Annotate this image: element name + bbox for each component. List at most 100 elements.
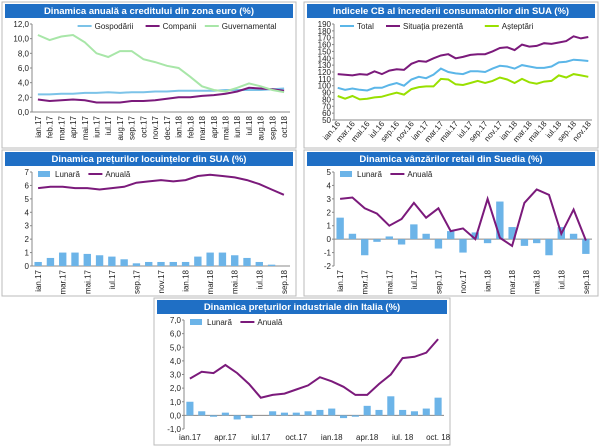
bar	[245, 415, 253, 419]
x-tick-label: mar.18	[206, 269, 215, 294]
y-tick-label: 4	[327, 181, 332, 190]
y-tick-label: 0,0	[170, 411, 182, 420]
x-tick-label: oct.17	[285, 433, 307, 442]
x-tick-label: nov.17	[151, 115, 160, 139]
legend-label: Situația prezentă	[403, 22, 464, 31]
bar	[59, 252, 67, 266]
x-tick-label: apr.17	[214, 433, 237, 442]
bar	[145, 261, 153, 266]
bar	[95, 255, 104, 266]
y-tick-label: 4,0	[18, 79, 30, 88]
y-tick-label: 60	[322, 109, 331, 118]
x-tick-label: sep.17	[434, 269, 443, 294]
y-tick-label: 10,0	[13, 35, 29, 44]
x-tick-label: mai.17	[83, 269, 92, 294]
x-tick-label: mar.17	[57, 115, 66, 140]
y-tick-label: 0	[25, 262, 30, 271]
x-tick-label: apr.18	[210, 115, 219, 138]
bar	[422, 233, 430, 240]
x-tick-label: nov.17	[459, 269, 468, 293]
y-tick-label: -1,0	[167, 425, 181, 434]
bar	[243, 257, 251, 266]
bar	[385, 236, 393, 240]
x-tick-label: feb.17	[46, 115, 55, 138]
x-tick-label: mai.17	[81, 115, 90, 140]
y-tick-label: 2	[327, 208, 332, 217]
y-tick-label: 50	[322, 116, 331, 125]
y-tick-label: 190	[318, 20, 332, 29]
panel-frame	[303, 149, 599, 297]
y-tick-label: 5	[327, 168, 332, 177]
y-tick-label: 3	[327, 195, 332, 204]
y-tick-label: 0,0	[18, 108, 30, 117]
panel-frame	[1, 149, 297, 297]
title-bar	[307, 152, 595, 166]
title-bar	[5, 152, 293, 166]
bar	[83, 253, 91, 266]
x-tick-label: mar.18	[198, 115, 207, 140]
x-tick-label: mai.18	[222, 115, 231, 140]
x-tick-label: iul.17	[410, 269, 419, 289]
y-tick-label: 7,0	[170, 316, 182, 325]
bar	[157, 261, 165, 266]
bar	[292, 412, 300, 416]
bar	[255, 261, 263, 266]
x-tick-label: feb.18	[186, 115, 195, 138]
line	[337, 35, 589, 77]
legend-swatch	[190, 319, 202, 325]
legend-label: Anuală	[257, 318, 282, 327]
chart-title: Dinamica anuală a creditului din zona eu…	[44, 6, 254, 17]
y-tick-label: 5,0	[170, 343, 182, 352]
y-tick-label: 0	[327, 235, 332, 244]
x-tick-label: oct. 18	[426, 433, 451, 442]
x-tick-label: ian.17	[179, 433, 201, 442]
x-tick-label: ian.18	[175, 115, 184, 137]
x-tick-label: ian.17	[34, 269, 43, 291]
x-tick-label: mai.18	[231, 269, 240, 294]
chart-panel: Dinamica anuală a creditului din zona eu…	[1, 1, 297, 149]
bar	[363, 405, 371, 416]
y-tick-label: 3,0	[170, 371, 182, 380]
legend-label: Total	[357, 22, 374, 31]
chart-panel: Indicele CB al încrederii consumatorilor…	[303, 1, 599, 149]
y-tick-label: 180	[318, 27, 332, 36]
y-tick-label: 6,0	[18, 64, 30, 73]
x-tick-label: aug.17	[116, 115, 125, 140]
title-bar	[5, 4, 293, 18]
legend-label: Lunară	[207, 318, 232, 327]
y-tick-label: 1,0	[170, 398, 182, 407]
y-tick-label: 7	[25, 168, 30, 177]
bar	[304, 411, 312, 416]
x-tick-label: iun.18	[233, 115, 242, 137]
bar	[533, 239, 541, 244]
bar	[410, 224, 418, 240]
x-tick-label: ian.17	[34, 115, 43, 137]
x-tick-label: ian.18	[182, 269, 191, 291]
x-tick-label: dec.17	[163, 115, 172, 140]
y-tick-label: 12,0	[13, 20, 29, 29]
y-tick-label: 4	[25, 208, 30, 217]
title-bar	[157, 300, 447, 314]
x-tick-label: mai.17	[385, 269, 394, 294]
bar	[483, 239, 492, 244]
y-tick-label: 160	[318, 41, 332, 50]
bar	[316, 409, 324, 416]
chart-title: Dinamica prețurilor industriale din Ital…	[204, 302, 400, 313]
x-tick-label: mar.17	[361, 269, 370, 294]
line	[37, 86, 285, 104]
bar	[120, 259, 128, 266]
x-tick-label: sep.18	[268, 115, 277, 140]
y-tick-label: 5	[25, 195, 30, 204]
chart-panel: Dinamica prețurilor locuințelor din SUA …	[1, 149, 297, 297]
y-tick-label: 4,0	[170, 357, 182, 366]
bar	[459, 239, 467, 253]
bar	[387, 396, 395, 416]
y-tick-label: 6	[25, 181, 30, 190]
line	[337, 58, 589, 92]
x-tick-label: sep.18	[582, 269, 591, 294]
x-tick-label: ian.17	[336, 269, 345, 291]
bar	[373, 239, 381, 242]
x-tick-label: mar.18	[508, 269, 517, 294]
bar	[198, 411, 206, 416]
bar	[269, 411, 277, 416]
